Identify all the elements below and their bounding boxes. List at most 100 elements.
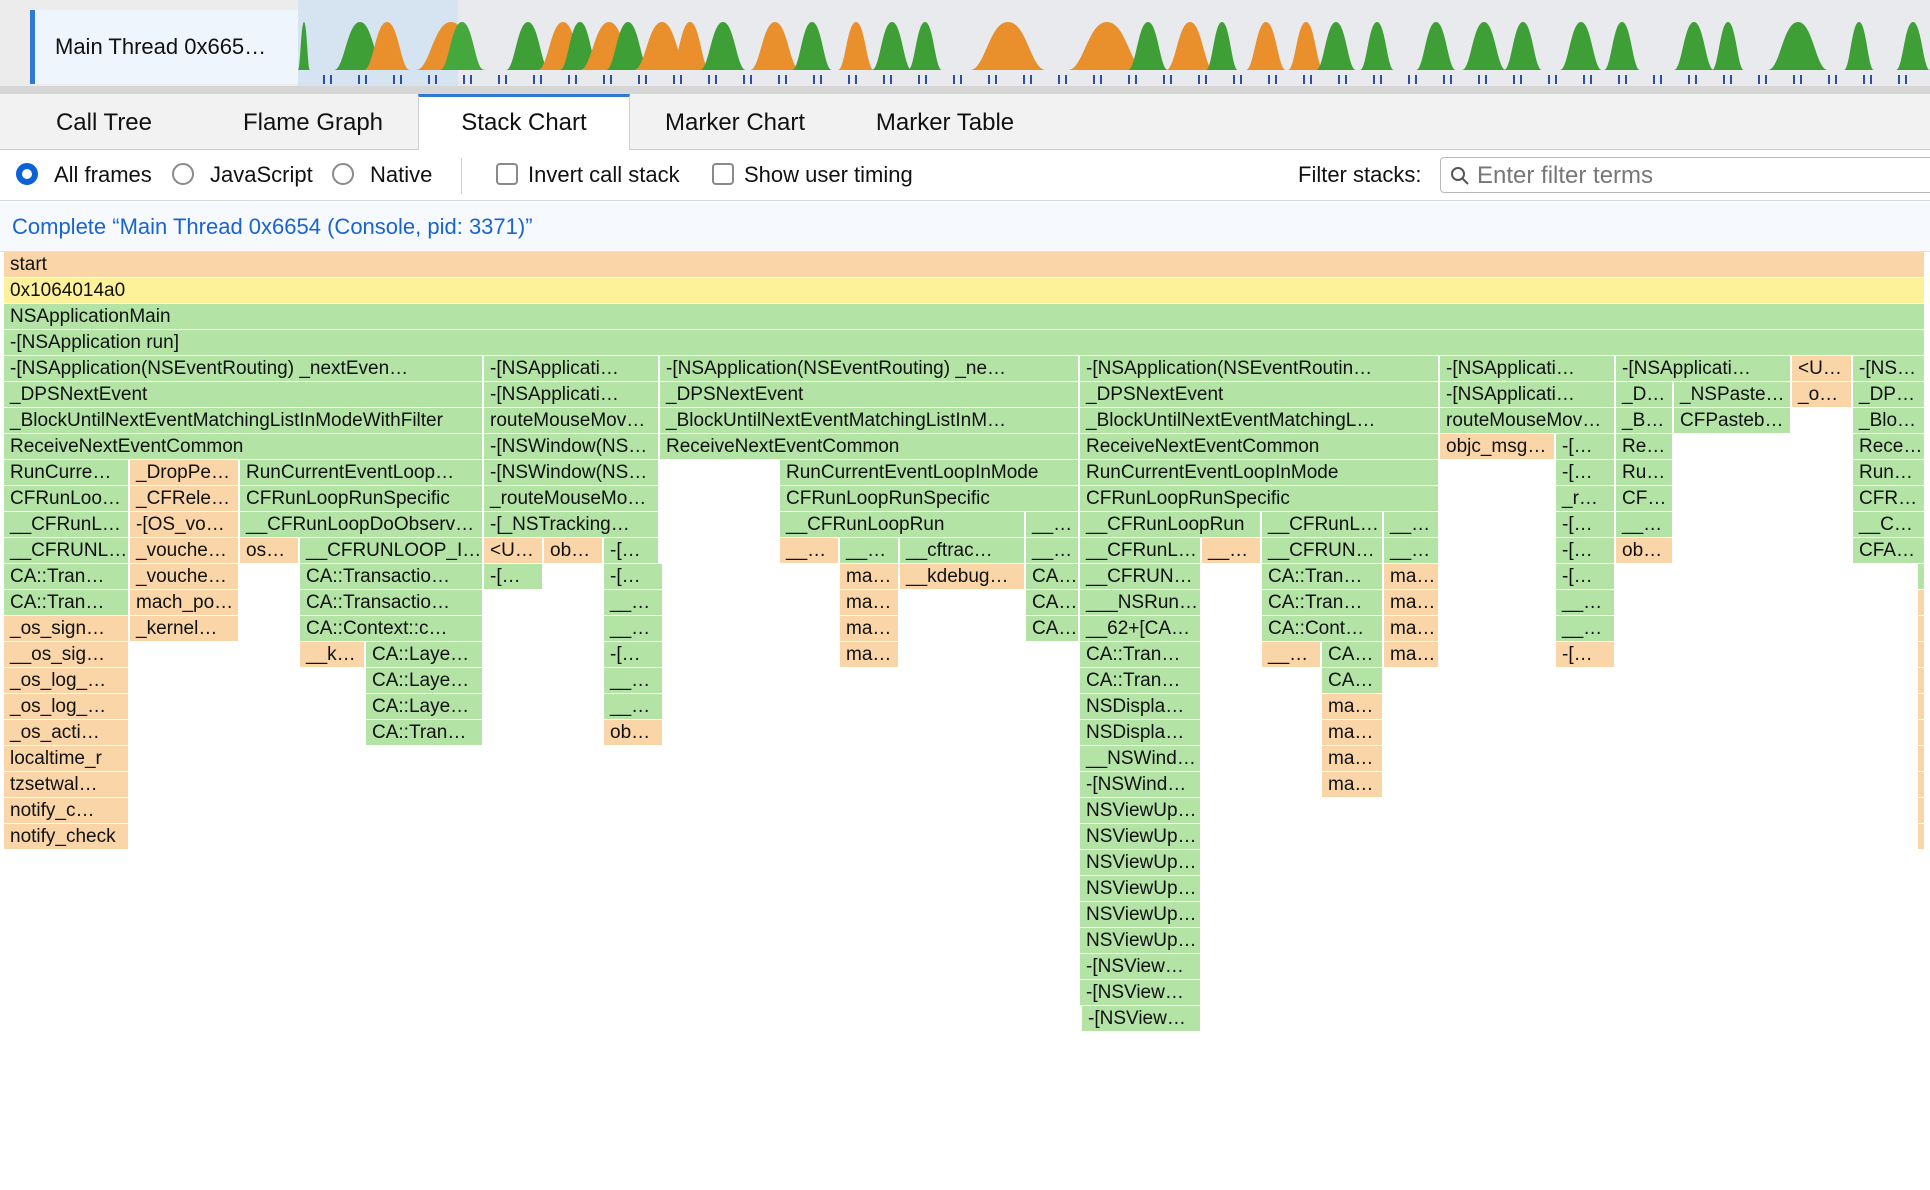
stack-frame-box[interactable]: -[… xyxy=(604,642,664,667)
stack-frame-box[interactable]: NSViewUp… xyxy=(1080,824,1202,849)
stack-frame-box[interactable]: -[NSApplication run] xyxy=(4,330,1926,355)
stack-frame-box[interactable]: __… xyxy=(604,694,664,719)
stack-frame-box[interactable]: CA::Tran… xyxy=(1080,668,1202,693)
stack-frame-box[interactable]: CA::Laye… xyxy=(366,642,484,667)
stack-frame-box[interactable]: -[NSWindow(NS… xyxy=(484,434,660,459)
stack-frame-box[interactable]: -[… xyxy=(1556,434,1616,459)
stack-frame-box[interactable]: CFRunLoopRunSpecific xyxy=(240,486,484,511)
stack-frame-box[interactable]: -[NSView… xyxy=(1080,980,1202,1005)
tab-flame-graph[interactable]: Flame Graph xyxy=(242,109,384,136)
stack-frame-box[interactable]: NSViewUp… xyxy=(1080,902,1202,927)
stack-frame-box[interactable]: CFA… xyxy=(1853,538,1926,563)
stack-frame-box[interactable]: CA… xyxy=(1026,616,1080,641)
stack-frame-box[interactable]: __… xyxy=(1384,538,1440,563)
stack-frame-edge-marker[interactable] xyxy=(1918,772,1924,797)
stack-frame-box[interactable]: -[… xyxy=(1556,642,1616,667)
stack-frame-box[interactable]: <U… xyxy=(484,538,544,563)
show-user-timing-checkbox[interactable] xyxy=(712,163,734,185)
javascript-label[interactable]: JavaScript xyxy=(210,162,313,187)
stack-frame-box[interactable]: -[NSApplication(NSEventRouting) _ne… xyxy=(660,356,1080,381)
track-divider[interactable] xyxy=(0,86,1930,94)
stack-frame-box[interactable]: _os_acti… xyxy=(4,720,130,745)
filter-stacks-input[interactable] xyxy=(1475,160,1929,192)
stack-frame-edge-marker[interactable] xyxy=(1918,824,1924,849)
stack-frame-box[interactable]: ob… xyxy=(1616,538,1674,563)
stack-frame-edge-marker[interactable] xyxy=(1918,720,1924,745)
stack-frame-box[interactable]: __CFRUNLOOP_IS… xyxy=(300,538,484,563)
stack-frame-box[interactable]: ma… xyxy=(1384,616,1440,641)
stack-frame-box[interactable]: __… xyxy=(604,590,664,615)
stack-frame-box[interactable]: ReceiveNextEventCommon xyxy=(4,434,484,459)
thread-track-label[interactable]: Main Thread 0x665… xyxy=(30,10,298,84)
stack-frame-box[interactable]: ob… xyxy=(544,538,604,563)
stack-frame-box[interactable]: -[NSApplicati… xyxy=(484,382,660,407)
stack-frame-box[interactable]: RunCurrentEventLoopInMode xyxy=(780,460,1080,485)
stack-frame-box[interactable]: NSViewUp… xyxy=(1080,928,1202,953)
stack-frame-edge-marker[interactable] xyxy=(1918,642,1924,667)
stack-frame-box[interactable]: _os_sign… xyxy=(4,616,130,641)
tab-marker-chart[interactable]: Marker Chart xyxy=(664,109,806,136)
stack-frame-box[interactable]: CA… xyxy=(1026,564,1080,589)
stack-frame-box[interactable]: NSViewUp… xyxy=(1080,850,1202,875)
stack-frame-edge-marker[interactable] xyxy=(1918,564,1924,589)
stack-frame-box[interactable]: CA::Laye… xyxy=(366,668,484,693)
stack-frame-box[interactable]: CFPasteb… xyxy=(1674,408,1792,433)
stack-frame-box[interactable]: mach_po… xyxy=(130,590,240,615)
stack-frame-box[interactable]: RunCurre… xyxy=(4,460,130,485)
stack-frame-box[interactable]: __CFRunLoopRun xyxy=(780,512,1026,537)
stack-frame-box[interactable]: CA::Tran… xyxy=(1262,564,1384,589)
stack-frame-box[interactable]: CA::Tran… xyxy=(366,720,484,745)
stack-frame-box[interactable]: __C… xyxy=(1853,512,1926,537)
stack-frame-box[interactable]: __… xyxy=(1026,512,1080,537)
stack-frame-box[interactable]: -[… xyxy=(1556,460,1616,485)
stack-frame-edge-marker[interactable] xyxy=(1918,616,1924,641)
stack-frame-box[interactable]: CA::Transactio… xyxy=(300,590,484,615)
all-frames-label[interactable]: All frames xyxy=(54,162,152,187)
stack-frame-box[interactable]: <U… xyxy=(1792,356,1853,381)
stack-frame-box[interactable]: _DPS… xyxy=(1853,382,1926,407)
stack-frame-box[interactable]: __CFRUNL… xyxy=(1080,564,1202,589)
stack-frame-box[interactable]: CFRunLoo… xyxy=(4,486,130,511)
tab-call-tree[interactable]: Call Tree xyxy=(55,109,153,136)
stack-frame-box[interactable]: __CFRunL… xyxy=(4,512,130,537)
stack-frame-box[interactable]: _CFRele… xyxy=(130,486,240,511)
stack-frame-box[interactable]: -[NSApplicati… xyxy=(484,356,660,381)
stack-frame-box[interactable]: _DPSNextEvent xyxy=(660,382,1080,407)
stack-frame-box[interactable]: -[NSApplicati… xyxy=(1440,356,1616,381)
stack-frame-box[interactable]: __CFRunL… xyxy=(1262,512,1384,537)
stack-frame-box[interactable]: -[… xyxy=(484,564,544,589)
stack-frame-box[interactable]: __… xyxy=(840,538,900,563)
breadcrumb-complete-range[interactable]: Complete “Main Thread 0x6654 (Console, p… xyxy=(12,214,533,239)
stack-frame-box[interactable]: __… xyxy=(1556,616,1616,641)
stack-frame-box[interactable]: __62+[CA… xyxy=(1080,616,1202,641)
stack-frame-box[interactable]: CA::Transactio… xyxy=(300,564,484,589)
stack-frame-box[interactable]: _vouche… xyxy=(130,564,240,589)
stack-frame-box[interactable]: -[_NSTracking… xyxy=(484,512,660,537)
stack-frame-box[interactable]: _DPSNextEvent xyxy=(1080,382,1440,407)
stack-frame-box[interactable]: _BlockUntilNextEventMatchingListInM… xyxy=(660,408,1080,433)
stack-frame-box[interactable]: ob… xyxy=(604,720,664,745)
invert-call-stack-label[interactable]: Invert call stack xyxy=(528,162,680,187)
stack-frame-box[interactable]: Re… xyxy=(1616,434,1674,459)
stack-frame-box[interactable]: NSViewUp… xyxy=(1080,876,1202,901)
stack-frame-box[interactable]: __… xyxy=(1384,512,1440,537)
stack-frame-box[interactable]: notify_c… xyxy=(4,798,130,823)
stack-frame-box[interactable]: _B… xyxy=(1616,408,1674,433)
stack-frame-box[interactable]: RunC… xyxy=(1853,460,1926,485)
stack-frame-box[interactable]: __kdebug… xyxy=(900,564,1026,589)
stack-frame-box[interactable]: objc_msg… xyxy=(1440,434,1556,459)
stack-frame-box[interactable]: -[… xyxy=(604,564,664,589)
stack-frame-box[interactable]: -[… xyxy=(1556,564,1616,589)
stack-frame-box[interactable]: notify_check xyxy=(4,824,130,849)
stack-frame-box[interactable]: tzsetwal… xyxy=(4,772,130,797)
stack-frame-box[interactable]: CA… xyxy=(1322,668,1384,693)
invert-call-stack-checkbox[interactable] xyxy=(496,163,518,185)
stack-frame-box[interactable]: routeMouseMov… xyxy=(1440,408,1616,433)
stack-frame-box[interactable]: _BlockUntilNextEventMatchingL… xyxy=(1080,408,1440,433)
stack-frame-box[interactable]: RunCurrentEventLoopInMode xyxy=(1080,460,1440,485)
stack-frame-box[interactable]: ma… xyxy=(840,564,900,589)
stack-frame-box[interactable]: -[NSApplicati… xyxy=(1440,382,1616,407)
stack-frame-box[interactable]: __k… xyxy=(300,642,366,667)
stack-frame-box[interactable]: routeMouseMov… xyxy=(484,408,660,433)
stack-frame-box[interactable]: -[NSWindow(NS… xyxy=(484,460,660,485)
